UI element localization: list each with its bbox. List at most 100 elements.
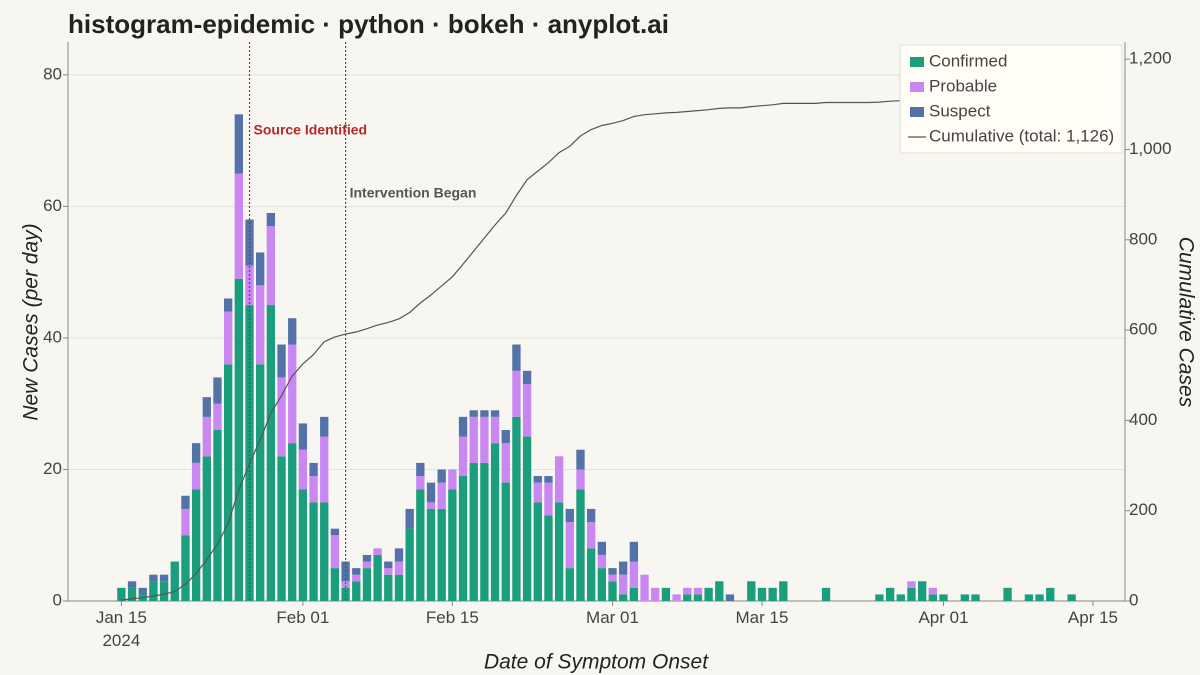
bar-segment [298,449,308,490]
bar-segment [608,581,617,601]
bar-segment [458,416,468,437]
bar-segment [320,502,329,601]
bar-segment [213,377,222,404]
bar-segment [234,278,243,601]
bar-segment [384,561,393,569]
y2-tick-label: 400 [1129,410,1157,429]
bar-segment [576,489,585,601]
legend-label: Probable [929,76,997,95]
bar-segment [683,594,692,601]
y-axis-label: New Cases (per day) [20,223,43,420]
bar-segment [256,364,265,601]
bar-segment [405,508,414,529]
bar-segment [597,568,607,601]
x-tick-label: Feb 15 [425,608,479,627]
bar-segment [512,416,521,601]
bar-segment [544,476,553,483]
bar-segment [501,430,510,444]
bar-segment [619,594,628,601]
bar-segment [448,489,457,601]
bar-segment [234,114,243,174]
bar-segment [565,508,574,523]
bar-segment [437,469,446,483]
bar-segment [821,587,831,601]
bar-segment [597,554,607,569]
bar-segment [533,502,542,601]
bar-segment [960,594,970,601]
bar-segment [1067,594,1076,601]
bar-segment [939,594,948,601]
bar-segment [586,508,596,523]
bar-segment [117,587,126,601]
x-tick-label: Apr 15 [1067,608,1119,627]
y2-tick-label: 1,200 [1129,49,1172,68]
bar-segment [256,252,265,286]
bar-segment [704,587,713,601]
bar-segment [298,489,308,601]
bar-segment [576,469,585,490]
bar-segment [458,476,468,601]
bar-segment [416,476,425,490]
bar-segment [405,528,414,601]
bar-segment [469,410,478,417]
bar-segment [202,456,211,601]
bar-segment [181,535,190,601]
bar-segment [896,594,905,601]
y2-axis-label: Cumulative Cases [1174,237,1197,408]
bar-segment [651,587,660,601]
bar-segment [554,456,564,503]
bar-segment [191,443,201,463]
bar-segment [245,265,254,306]
bar-segment [715,581,724,601]
bar-segment [490,410,500,417]
bar-segment [1003,587,1012,601]
bar-segment [619,561,628,575]
bar-segment [202,397,211,417]
bar-segment [512,344,521,371]
bar-segment [362,554,372,562]
bar-segment [288,443,297,601]
bar-segment [309,462,318,477]
bar-segment [875,594,884,601]
bar-segment [170,561,179,601]
y-tick-label: 40 [43,327,62,346]
bar-segment [191,489,201,601]
legend-swatch [910,57,924,67]
bar-segment [544,515,553,601]
x-tick-label: Mar 01 [586,608,639,627]
bar-segment [309,476,318,503]
bar-segment [181,508,190,536]
bar-segment [693,594,703,601]
bar-segment [629,587,639,601]
bar-segment [619,574,628,595]
bar-segment [159,574,169,582]
bar-segment [202,416,211,457]
bar-segment [213,430,222,601]
bar-segment [330,535,340,569]
y-tick-label: 80 [43,64,62,83]
bar-segment [213,403,222,431]
y2-tick-label: 800 [1129,229,1157,248]
bar-segment [266,305,276,601]
bar-segment [1046,587,1055,601]
bar-segment [693,587,703,595]
bar-segment [127,581,137,588]
bar-segment [512,370,521,417]
x-tick-label: Mar 15 [735,608,789,627]
bar-segment [672,594,681,601]
bar-segment [330,528,340,536]
bar-segment [565,522,574,569]
bar-segment [928,587,937,595]
bar-segment [159,581,169,601]
bar-segment [426,508,436,601]
bar-segment [1024,594,1034,601]
x-tick-label: Apr 01 [918,608,969,627]
bar-segment [608,574,617,582]
bar-segment [266,212,276,227]
bar-segment [320,436,329,503]
bar-segment [533,482,542,503]
bar-segment [362,568,372,601]
bar-segment [533,476,542,483]
legend-label: Cumulative (total: 1,126) [929,126,1114,145]
